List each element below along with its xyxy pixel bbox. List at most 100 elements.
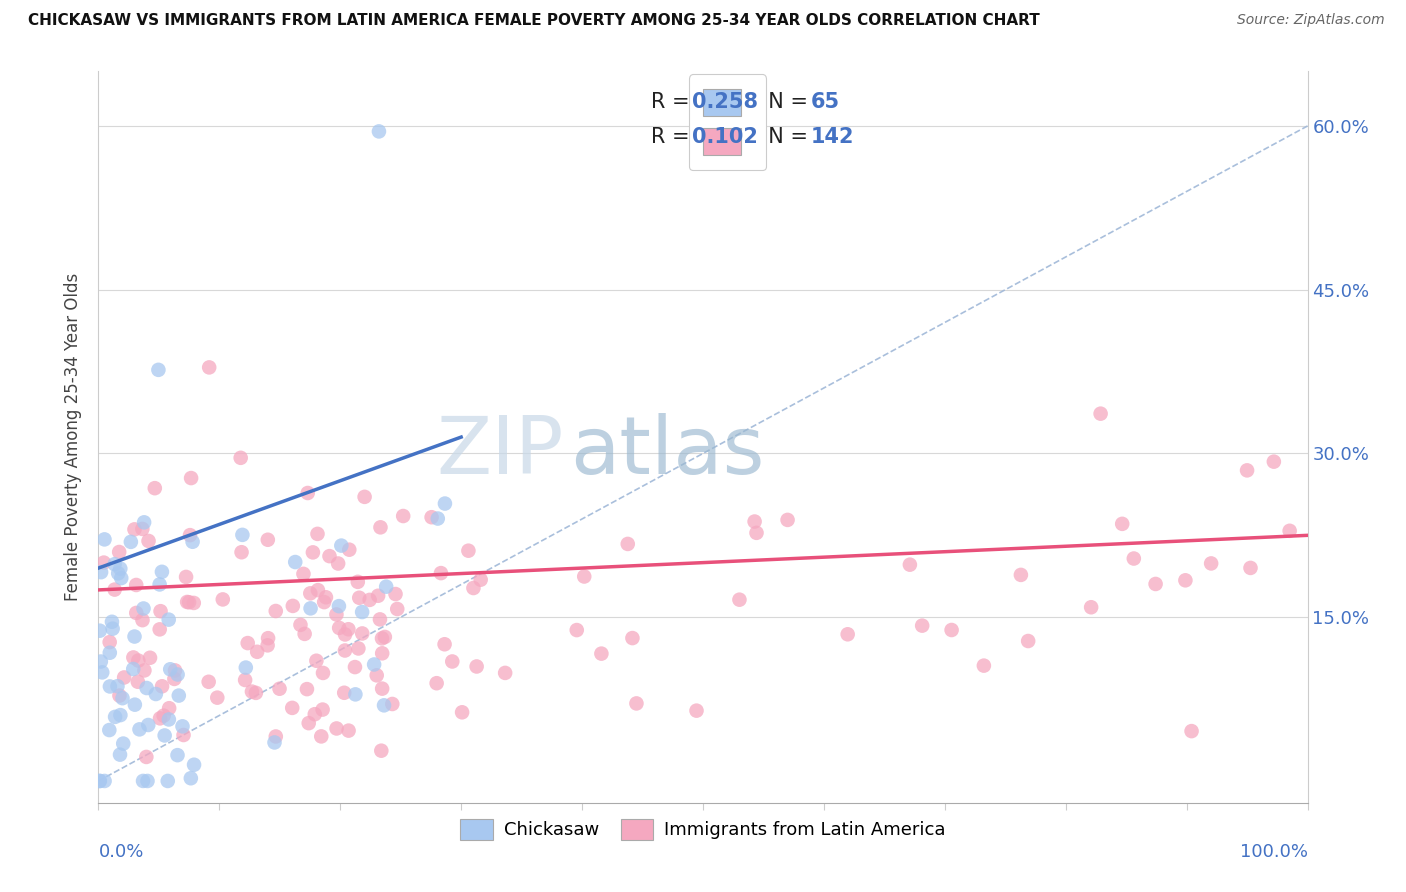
- Point: [314, 595, 336, 609]
- Point: [349, 591, 371, 605]
- Point: [93, 556, 115, 570]
- Point: [1239, 561, 1261, 575]
- Point: [1017, 634, 1039, 648]
- Point: [149, 623, 172, 637]
- Point: [257, 631, 280, 645]
- Point: [233, 673, 256, 687]
- Point: [470, 573, 492, 587]
- Point: [135, 750, 157, 764]
- Y-axis label: Female Poverty Among 25-34 Year Olds: Female Poverty Among 25-34 Year Olds: [63, 273, 82, 601]
- Point: [433, 637, 456, 651]
- Point: [776, 513, 799, 527]
- Point: [89, 624, 111, 638]
- Point: [104, 557, 127, 571]
- Point: [465, 659, 488, 673]
- Point: [167, 689, 190, 703]
- Text: Source: ZipAtlas.com: Source: ZipAtlas.com: [1237, 13, 1385, 28]
- Point: [375, 580, 398, 594]
- Point: [93, 533, 115, 547]
- Point: [89, 774, 111, 789]
- Point: [91, 665, 114, 680]
- Point: [269, 681, 291, 696]
- Point: [307, 583, 329, 598]
- Point: [1263, 455, 1285, 469]
- Point: [457, 543, 479, 558]
- Text: 142: 142: [811, 128, 853, 147]
- Point: [256, 533, 278, 547]
- Point: [337, 542, 360, 557]
- Point: [685, 704, 707, 718]
- Point: [426, 511, 449, 525]
- Point: [621, 631, 644, 645]
- Text: 100.0%: 100.0%: [1240, 843, 1308, 861]
- Point: [441, 655, 464, 669]
- Point: [463, 581, 485, 595]
- Text: R =: R =: [651, 92, 696, 112]
- Point: [108, 747, 131, 762]
- Point: [333, 643, 356, 657]
- Point: [1236, 463, 1258, 477]
- Point: [125, 606, 148, 620]
- Point: [264, 730, 287, 744]
- Point: [347, 641, 370, 656]
- Point: [256, 638, 278, 652]
- Point: [304, 707, 326, 722]
- Point: [302, 545, 325, 559]
- Point: [374, 630, 396, 644]
- Point: [311, 703, 333, 717]
- Point: [307, 527, 329, 541]
- Point: [318, 549, 340, 563]
- Point: [837, 627, 859, 641]
- Point: [626, 697, 648, 711]
- Point: [305, 654, 328, 668]
- Point: [281, 599, 304, 613]
- Point: [333, 627, 356, 641]
- Point: [381, 697, 404, 711]
- Point: [148, 363, 170, 377]
- Point: [295, 682, 318, 697]
- Point: [231, 545, 253, 559]
- Point: [101, 622, 124, 636]
- Point: [1180, 724, 1202, 739]
- Point: [263, 735, 285, 749]
- Point: [176, 595, 198, 609]
- Point: [245, 686, 267, 700]
- Point: [110, 708, 132, 723]
- Point: [131, 522, 153, 536]
- Point: [135, 681, 157, 695]
- Point: [163, 664, 186, 678]
- Point: [157, 713, 180, 727]
- Text: N =: N =: [755, 128, 814, 147]
- Point: [745, 525, 768, 540]
- Point: [294, 627, 316, 641]
- Point: [298, 716, 321, 731]
- Point: [1122, 551, 1144, 566]
- Point: [90, 655, 112, 669]
- Point: [177, 595, 200, 609]
- Legend: Chickasaw, Immigrants from Latin America: Chickasaw, Immigrants from Latin America: [451, 810, 955, 848]
- Point: [136, 718, 159, 732]
- Point: [122, 650, 145, 665]
- Text: 0.258: 0.258: [692, 92, 758, 112]
- Point: [292, 566, 315, 581]
- Text: 0.0%: 0.0%: [98, 843, 143, 861]
- Point: [157, 701, 180, 715]
- Point: [112, 737, 135, 751]
- Point: [367, 589, 389, 603]
- Point: [430, 566, 453, 580]
- Point: [911, 618, 934, 632]
- Point: [574, 569, 596, 583]
- Point: [153, 729, 176, 743]
- Point: [297, 486, 319, 500]
- Point: [98, 723, 121, 737]
- Point: [236, 636, 259, 650]
- Point: [150, 565, 173, 579]
- Point: [1199, 557, 1222, 571]
- Point: [131, 613, 153, 627]
- Point: [309, 730, 332, 744]
- Point: [333, 686, 356, 700]
- Point: [264, 604, 287, 618]
- Point: [149, 577, 172, 591]
- Point: [359, 593, 381, 607]
- Point: [420, 510, 443, 524]
